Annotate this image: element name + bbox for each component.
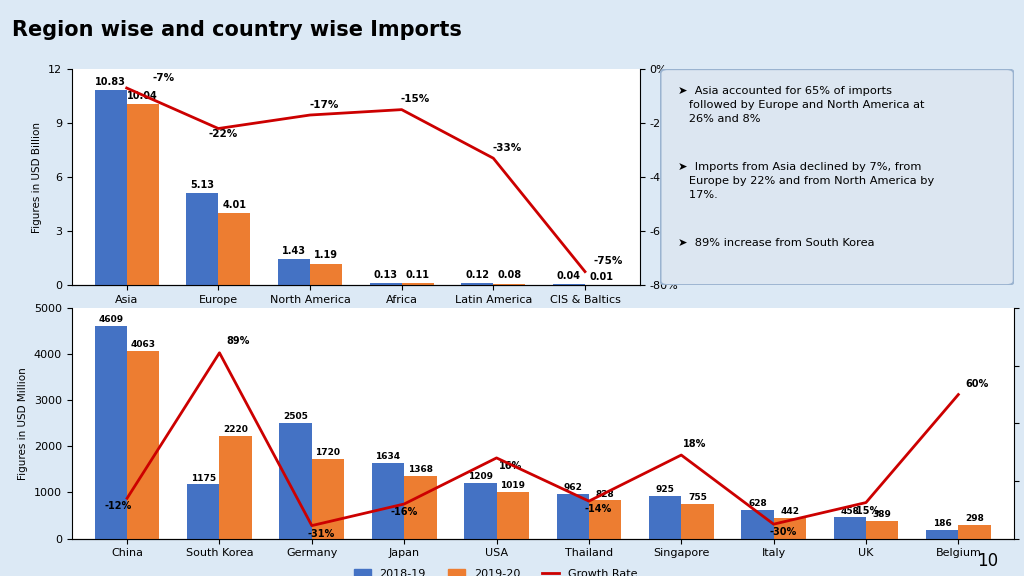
- Text: -16%: -16%: [390, 507, 418, 517]
- Text: 10.83: 10.83: [95, 77, 126, 87]
- Bar: [280, 423, 312, 539]
- Bar: [310, 264, 342, 285]
- Text: -15%: -15%: [852, 506, 880, 516]
- Text: Region wise and country wise Imports: Region wise and country wise Imports: [12, 20, 462, 40]
- FancyBboxPatch shape: [660, 69, 1014, 285]
- Text: 962: 962: [563, 483, 583, 492]
- Text: -7%: -7%: [153, 73, 174, 82]
- Bar: [773, 518, 806, 539]
- Text: -30%: -30%: [769, 527, 797, 537]
- Bar: [127, 351, 160, 539]
- Text: 628: 628: [749, 499, 767, 508]
- Text: -22%: -22%: [208, 130, 238, 139]
- Text: 10: 10: [977, 552, 998, 570]
- Text: 10.04: 10.04: [127, 91, 158, 101]
- Text: 1175: 1175: [190, 473, 216, 483]
- Bar: [218, 213, 251, 285]
- Text: 18%: 18%: [683, 439, 707, 449]
- Bar: [464, 483, 497, 539]
- Text: -17%: -17%: [309, 100, 339, 109]
- Bar: [866, 521, 898, 539]
- Legend: 2018-19, 2019-20, Growth Rate: 2018-19, 2019-20, Growth Rate: [164, 304, 457, 323]
- Bar: [926, 530, 958, 539]
- Bar: [401, 283, 434, 285]
- Text: 0.12: 0.12: [465, 270, 489, 280]
- Text: -33%: -33%: [493, 143, 521, 153]
- Bar: [372, 463, 404, 539]
- Y-axis label: Figures in USD Billion: Figures in USD Billion: [33, 122, 42, 233]
- Bar: [312, 459, 344, 539]
- Text: 5.13: 5.13: [190, 180, 214, 190]
- Text: 442: 442: [780, 507, 800, 516]
- Y-axis label: Figures in USD Million: Figures in USD Million: [18, 367, 29, 480]
- Text: 1019: 1019: [500, 481, 525, 490]
- Text: 0.01: 0.01: [589, 272, 613, 282]
- Text: 0.11: 0.11: [406, 270, 430, 280]
- Text: 389: 389: [872, 510, 892, 519]
- Text: 1.43: 1.43: [282, 246, 306, 256]
- Bar: [834, 517, 866, 539]
- Text: -14%: -14%: [585, 504, 611, 514]
- Bar: [958, 525, 990, 539]
- Bar: [186, 193, 218, 285]
- Bar: [95, 326, 127, 539]
- Legend: 2018-19, 2019-20, Growth Rate: 2018-19, 2019-20, Growth Rate: [349, 565, 642, 576]
- Text: 4.01: 4.01: [222, 200, 247, 210]
- Bar: [497, 491, 528, 539]
- Bar: [94, 90, 127, 285]
- Text: 16%: 16%: [499, 461, 522, 471]
- Text: 828: 828: [596, 490, 614, 499]
- Bar: [494, 284, 525, 285]
- Text: 89%: 89%: [226, 336, 250, 346]
- Text: 1368: 1368: [408, 465, 433, 473]
- Text: -75%: -75%: [593, 256, 623, 266]
- Text: 755: 755: [688, 493, 707, 502]
- Text: 4063: 4063: [131, 340, 156, 350]
- Text: 1209: 1209: [468, 472, 493, 481]
- Bar: [278, 259, 310, 285]
- Text: 60%: 60%: [966, 379, 988, 389]
- Bar: [649, 496, 681, 539]
- Text: 0.13: 0.13: [374, 270, 397, 279]
- Text: 2505: 2505: [284, 412, 308, 421]
- Bar: [589, 501, 622, 539]
- Bar: [461, 283, 494, 285]
- Text: -12%: -12%: [104, 501, 131, 511]
- Text: 1634: 1634: [376, 452, 400, 461]
- Text: 458: 458: [841, 507, 859, 516]
- Bar: [219, 436, 252, 539]
- Text: 0.04: 0.04: [557, 271, 581, 281]
- Text: -15%: -15%: [400, 94, 430, 104]
- Text: 186: 186: [933, 519, 951, 528]
- Text: 2220: 2220: [223, 426, 248, 434]
- Bar: [127, 104, 159, 285]
- Text: ➤  89% increase from South Korea: ➤ 89% increase from South Korea: [678, 238, 874, 248]
- Bar: [681, 504, 714, 539]
- Text: 4609: 4609: [98, 315, 124, 324]
- Text: 1720: 1720: [315, 449, 341, 457]
- Bar: [404, 476, 436, 539]
- Bar: [370, 283, 401, 285]
- Text: 925: 925: [655, 485, 675, 494]
- Bar: [557, 494, 589, 539]
- Bar: [187, 484, 219, 539]
- Text: 0.08: 0.08: [498, 271, 521, 281]
- Bar: [741, 510, 773, 539]
- Text: 1.19: 1.19: [314, 251, 338, 260]
- Text: 298: 298: [965, 514, 984, 523]
- Text: ➤  Asia accounted for 65% of imports
   followed by Europe and North America at
: ➤ Asia accounted for 65% of imports foll…: [678, 86, 925, 124]
- Text: -31%: -31%: [307, 529, 335, 539]
- Text: ➤  Imports from Asia declined by 7%, from
   Europe by 22% and from North Americ: ➤ Imports from Asia declined by 7%, from…: [678, 162, 934, 200]
